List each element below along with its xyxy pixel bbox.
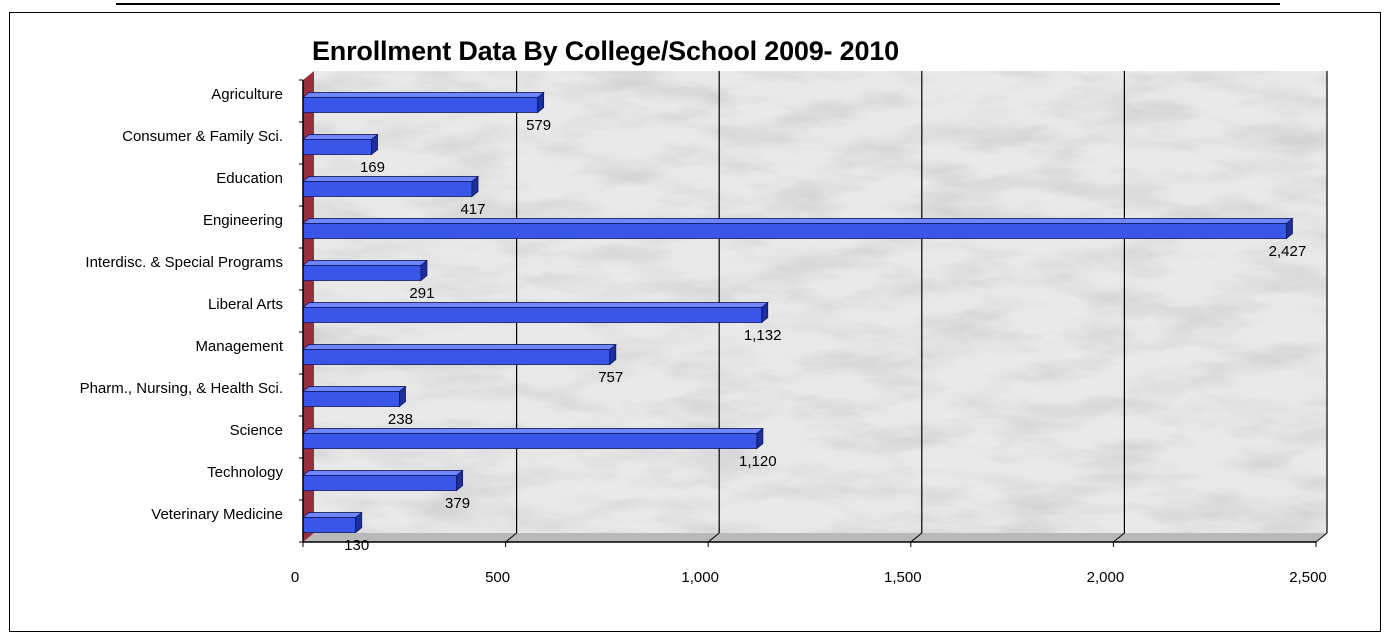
- bar-front: [302, 307, 763, 323]
- x-tick-label: 2,500: [1289, 569, 1327, 586]
- bar-top: [301, 302, 769, 308]
- category-label: Engineering: [203, 212, 283, 229]
- bar-end: [761, 301, 769, 324]
- data-label: 291: [409, 285, 434, 302]
- category-label: Veterinary Medicine: [151, 506, 283, 523]
- bar-top: [301, 218, 1294, 224]
- category-label: Science: [230, 422, 283, 439]
- category-label: Pharm., Nursing, & Health Sci.: [80, 380, 283, 397]
- x-tick-label: 0: [291, 569, 299, 586]
- data-label: 2,427: [1269, 243, 1307, 260]
- category-label: Technology: [207, 464, 283, 481]
- bar-end: [471, 175, 479, 198]
- bar-top: [301, 260, 429, 266]
- bar-front: [302, 433, 758, 449]
- bars: [301, 91, 1294, 534]
- bar: [301, 259, 429, 282]
- data-label: 238: [388, 411, 413, 428]
- bar-end: [399, 385, 406, 408]
- data-label: 579: [526, 117, 551, 134]
- data-label: 757: [598, 369, 623, 386]
- marble-texture: [314, 71, 1327, 533]
- data-label: 1,132: [744, 327, 782, 344]
- plot-background: [303, 71, 1327, 542]
- bar-front: [302, 517, 357, 533]
- bar-end: [420, 259, 428, 282]
- category-label: Interdisc. & Special Programs: [85, 254, 283, 271]
- bar-end: [1286, 217, 1293, 240]
- category-label: Education: [216, 170, 283, 187]
- x-tick-label: 2,000: [1087, 569, 1125, 586]
- gridline-floor: [707, 532, 720, 543]
- x-tick-label: 500: [485, 569, 510, 586]
- category-label: Liberal Arts: [208, 296, 283, 313]
- gridline-floor: [1315, 532, 1328, 543]
- bar-top: [301, 92, 545, 98]
- data-label: 417: [460, 201, 485, 218]
- x-tick-label: 1,500: [884, 569, 922, 586]
- category-label: Management: [195, 338, 283, 355]
- bar-top: [301, 470, 464, 476]
- bar-front: [302, 97, 539, 113]
- bar: [301, 427, 764, 450]
- bar-end: [355, 511, 363, 534]
- bar-end: [756, 427, 764, 450]
- bar: [301, 301, 769, 324]
- category-label: Agriculture: [211, 86, 283, 103]
- data-label: 379: [445, 495, 470, 512]
- bar: [301, 91, 545, 114]
- bar-top: [301, 512, 363, 518]
- bar-end: [371, 133, 378, 156]
- tick-labels: 0 500 1,000 1,500 2,000 2,500: [291, 569, 1327, 586]
- axes: [299, 79, 1317, 547]
- bar: [301, 175, 480, 198]
- bar-end: [456, 469, 464, 492]
- bar-front: [302, 349, 611, 365]
- x-tick-label: 1,000: [681, 569, 719, 586]
- gridline-floor: [910, 532, 923, 543]
- bar-front: [302, 181, 473, 197]
- bar: [301, 217, 1294, 240]
- category-labels: Agriculture Consumer & Family Sci. Educati…: [80, 86, 284, 523]
- bar-top: [301, 386, 407, 392]
- data-label: 1,120: [739, 453, 777, 470]
- bar-front: [302, 475, 457, 491]
- bar: [301, 133, 379, 156]
- bar: [301, 511, 363, 534]
- bar-top: [301, 344, 617, 350]
- bar: [301, 469, 464, 492]
- bar-front: [302, 265, 422, 281]
- data-label: 169: [360, 159, 385, 176]
- bar-front: [302, 223, 1287, 239]
- floor: [303, 533, 1327, 542]
- data-labels: 579 169 417 2,427 291 1,132 757 238 1,120 379 130: [344, 117, 1306, 554]
- top-rule: [116, 3, 1280, 5]
- bar: [301, 343, 617, 366]
- gridline-floor: [505, 532, 517, 543]
- bar-end: [609, 343, 617, 366]
- data-label: 130: [344, 537, 369, 554]
- chart-title: Enrollment Data By College/School 2009- …: [312, 36, 899, 66]
- bar-top: [301, 176, 480, 182]
- category-label: Consumer & Family Sci.: [122, 128, 283, 145]
- bar-top: [301, 428, 764, 434]
- bar-end: [537, 91, 545, 114]
- bar: [301, 385, 407, 408]
- bar-front: [302, 391, 400, 407]
- gridline-floor: [1113, 532, 1125, 543]
- bar-front: [302, 139, 372, 155]
- bar-top: [301, 134, 379, 140]
- gridlines: [505, 71, 1328, 543]
